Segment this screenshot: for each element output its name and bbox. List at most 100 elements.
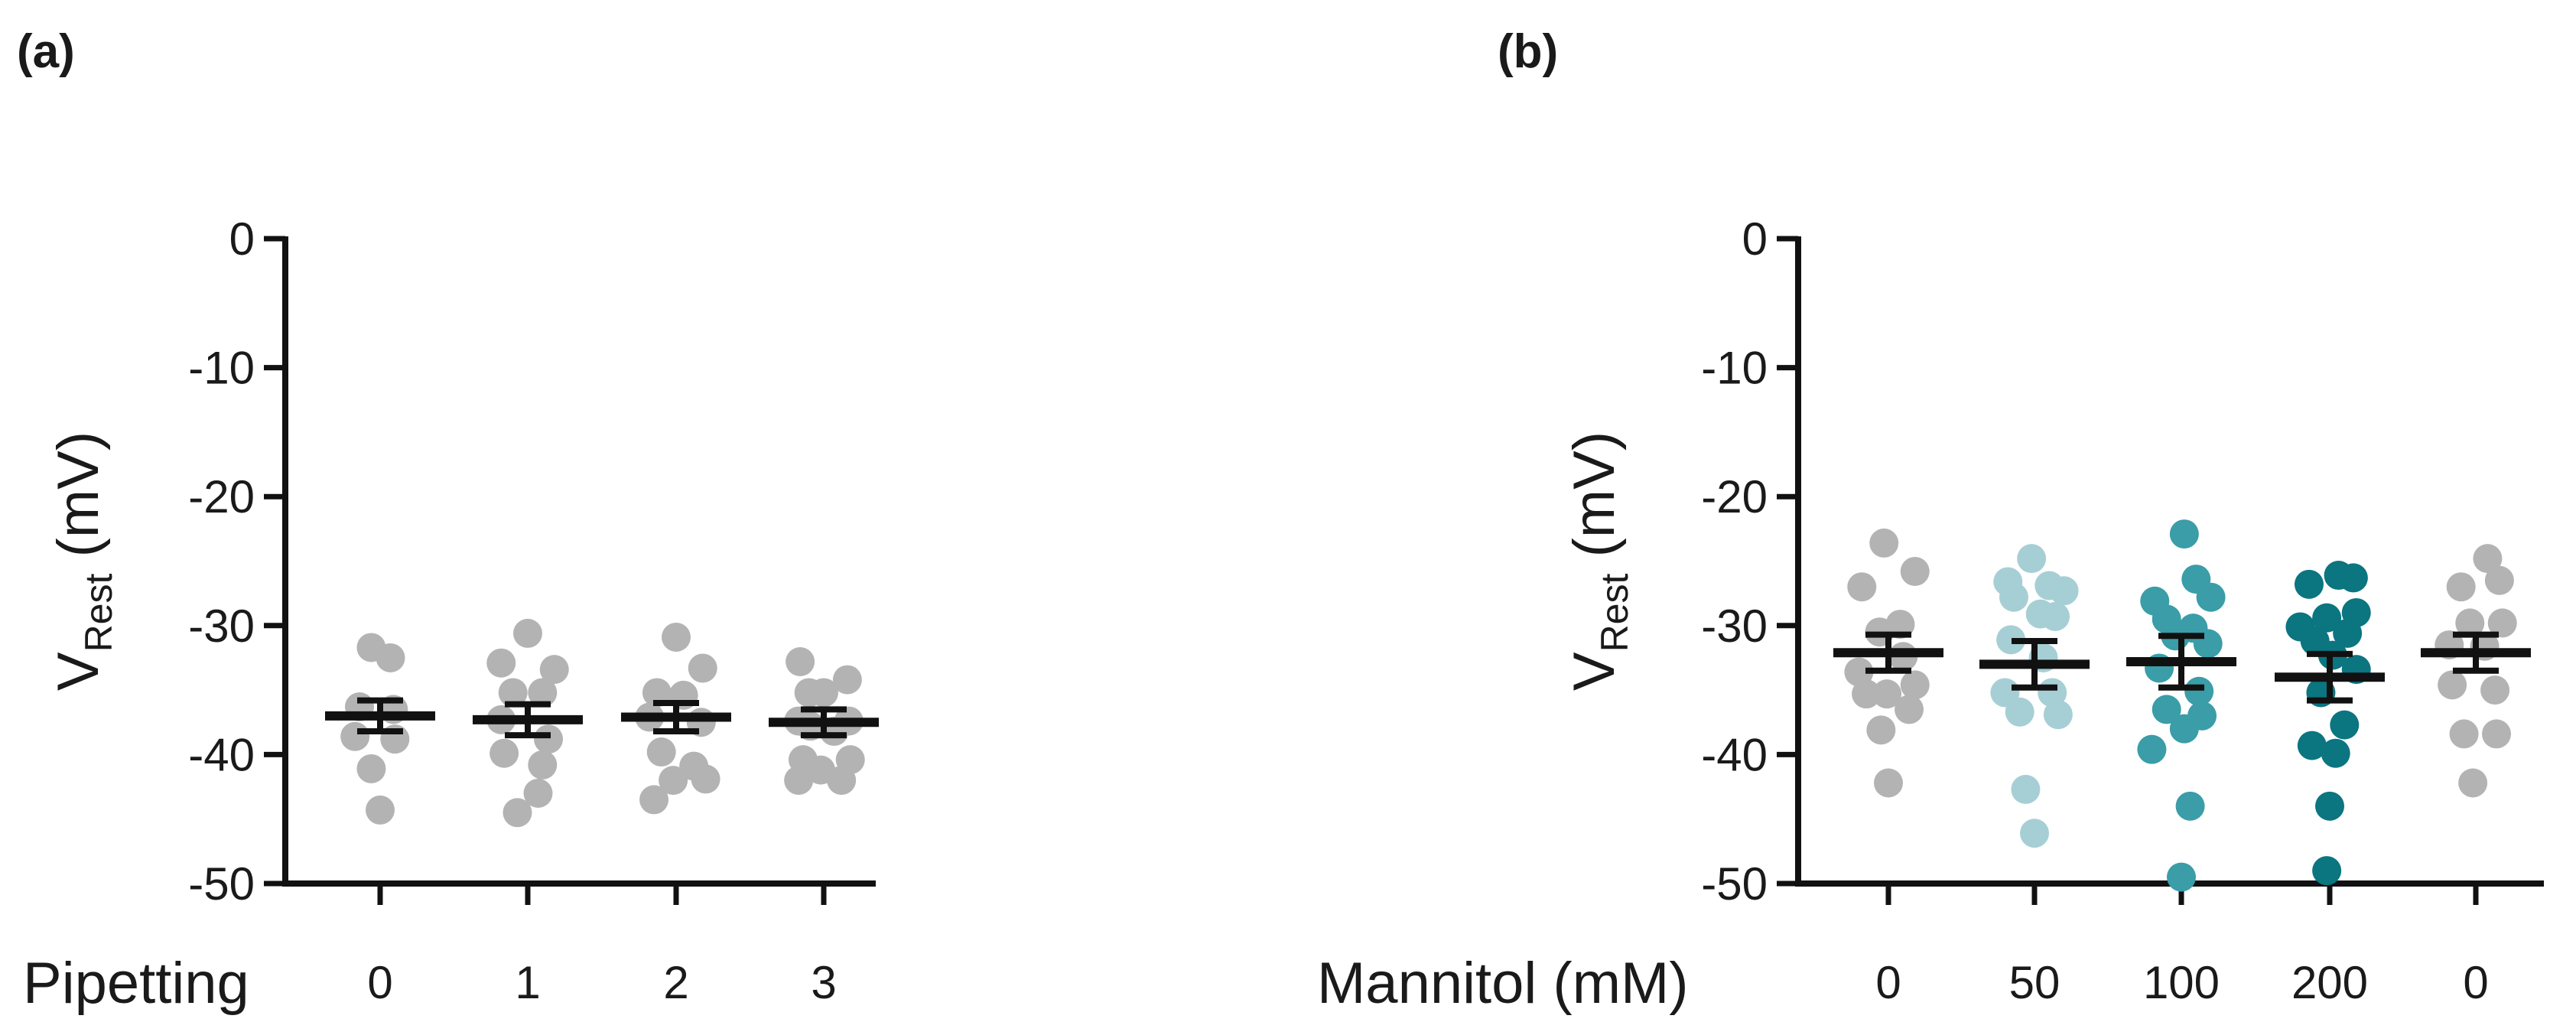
data-point bbox=[659, 766, 688, 796]
panel-a-plot: 0 -10 -20 -30 -40 -50 0 1 2 3 Pipetting VRest (mV) bbox=[23, 213, 879, 1016]
data-point bbox=[2449, 719, 2479, 749]
data-point bbox=[785, 647, 815, 677]
y-tick-label: -30 bbox=[1701, 600, 1768, 652]
data-point bbox=[2020, 819, 2049, 848]
data-point bbox=[2338, 563, 2368, 593]
y-tick-label: -40 bbox=[1701, 729, 1768, 780]
data-point bbox=[1847, 572, 1877, 602]
data-point bbox=[2017, 544, 2047, 574]
y-tick-label: -40 bbox=[188, 729, 255, 780]
data-point bbox=[1844, 657, 1874, 687]
data-point bbox=[2312, 856, 2342, 886]
data-point bbox=[2446, 572, 2476, 602]
x-tick-label: 1 bbox=[515, 957, 540, 1008]
data-point bbox=[1874, 768, 1903, 798]
y-tick-label: -10 bbox=[188, 343, 255, 394]
y-tick-label: -20 bbox=[188, 471, 255, 522]
data-point bbox=[1869, 528, 1899, 558]
data-point bbox=[646, 737, 676, 767]
data-point bbox=[1996, 625, 2026, 655]
data-point bbox=[784, 766, 814, 796]
x-tick-label: 0 bbox=[2463, 957, 2488, 1008]
x-axis-title: Pipetting bbox=[23, 951, 249, 1016]
data-point bbox=[528, 750, 558, 780]
data-point bbox=[2041, 601, 2070, 631]
data-point bbox=[2005, 697, 2034, 727]
data-point bbox=[2455, 608, 2485, 638]
x-tick-label: 50 bbox=[2009, 957, 2060, 1008]
x-tick-label: 100 bbox=[2143, 957, 2220, 1008]
data-point bbox=[366, 795, 395, 825]
data-point bbox=[1895, 695, 1924, 724]
data-point bbox=[691, 764, 720, 794]
series-group bbox=[1833, 528, 1943, 798]
series-group bbox=[621, 622, 731, 815]
y-tick-label: -50 bbox=[1701, 858, 1768, 910]
data-point bbox=[356, 753, 386, 783]
series-group bbox=[2421, 544, 2531, 798]
data-point bbox=[2333, 618, 2363, 648]
data-point bbox=[2043, 700, 2073, 730]
data-point bbox=[490, 738, 519, 768]
data-point bbox=[809, 678, 838, 708]
data-point bbox=[1852, 679, 1882, 709]
data-point bbox=[2487, 608, 2517, 638]
data-point bbox=[1872, 679, 1902, 709]
data-point bbox=[2184, 676, 2214, 706]
series-group bbox=[1979, 544, 2090, 848]
data-point bbox=[534, 724, 564, 754]
data-point bbox=[1900, 556, 1930, 586]
data-point bbox=[376, 643, 405, 672]
data-point bbox=[832, 665, 862, 695]
series-group bbox=[2275, 561, 2385, 886]
data-point bbox=[523, 778, 553, 808]
x-tick-label: 3 bbox=[811, 957, 836, 1008]
panel-b-plot: 0 -10 -20 -30 -40 -50 0 50 100 200 0 Mannitol (mM) V… bbox=[1317, 213, 2544, 1016]
data-point bbox=[539, 655, 569, 685]
data-point bbox=[498, 678, 528, 708]
x-tick-label: 200 bbox=[2291, 957, 2368, 1008]
data-point bbox=[486, 648, 516, 678]
x-tick-label: 0 bbox=[367, 957, 392, 1008]
data-point bbox=[2169, 714, 2199, 744]
y-axis-title: VRest (mV) bbox=[46, 431, 120, 691]
data-point bbox=[2482, 719, 2512, 749]
data-point bbox=[688, 653, 717, 683]
panel-label-a: (a) bbox=[17, 25, 75, 78]
data-point bbox=[2315, 791, 2344, 821]
data-point bbox=[662, 622, 691, 652]
data-point bbox=[2167, 862, 2196, 892]
y-tick-label: 0 bbox=[229, 213, 255, 265]
data-point bbox=[2049, 576, 2079, 606]
data-point bbox=[2196, 582, 2226, 612]
x-tick-label: 0 bbox=[1875, 957, 1901, 1008]
panel-label-b: (b) bbox=[1498, 25, 1558, 78]
data-point bbox=[2137, 734, 2167, 764]
data-point bbox=[503, 798, 532, 828]
data-point bbox=[2484, 565, 2514, 595]
data-point bbox=[639, 785, 669, 815]
y-tick-label: 0 bbox=[1742, 213, 1768, 265]
data-point bbox=[1999, 582, 2028, 612]
y-tick-label: -20 bbox=[1701, 471, 1768, 522]
series-group bbox=[325, 633, 435, 825]
data-point bbox=[2480, 675, 2510, 705]
x-axis-title: Mannitol (mM) bbox=[1317, 951, 1689, 1016]
data-point bbox=[806, 755, 836, 785]
data-point bbox=[1866, 715, 1896, 745]
y-tick-label: -30 bbox=[188, 600, 255, 652]
data-point bbox=[513, 618, 542, 648]
data-point bbox=[2458, 768, 2488, 798]
series-group bbox=[2126, 519, 2236, 892]
series-group bbox=[473, 618, 583, 828]
y-tick-label: -10 bbox=[1701, 343, 1768, 394]
y-tick-label: -50 bbox=[188, 858, 255, 910]
data-point bbox=[1900, 670, 1930, 700]
data-point bbox=[2321, 738, 2350, 768]
data-point bbox=[2312, 603, 2342, 633]
data-point bbox=[2011, 774, 2041, 804]
data-point bbox=[2152, 695, 2181, 724]
data-point bbox=[2438, 670, 2467, 700]
x-tick-label: 2 bbox=[663, 957, 688, 1008]
